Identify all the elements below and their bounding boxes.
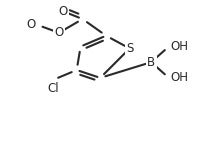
Text: OH: OH [171,40,189,53]
Text: Cl: Cl [47,82,59,95]
Text: S: S [126,42,133,55]
Text: O: O [54,26,64,39]
Text: B: B [147,56,155,69]
Text: O: O [58,5,67,18]
Text: O: O [26,18,36,31]
Text: OH: OH [171,71,189,84]
Text: O: O [26,18,36,31]
